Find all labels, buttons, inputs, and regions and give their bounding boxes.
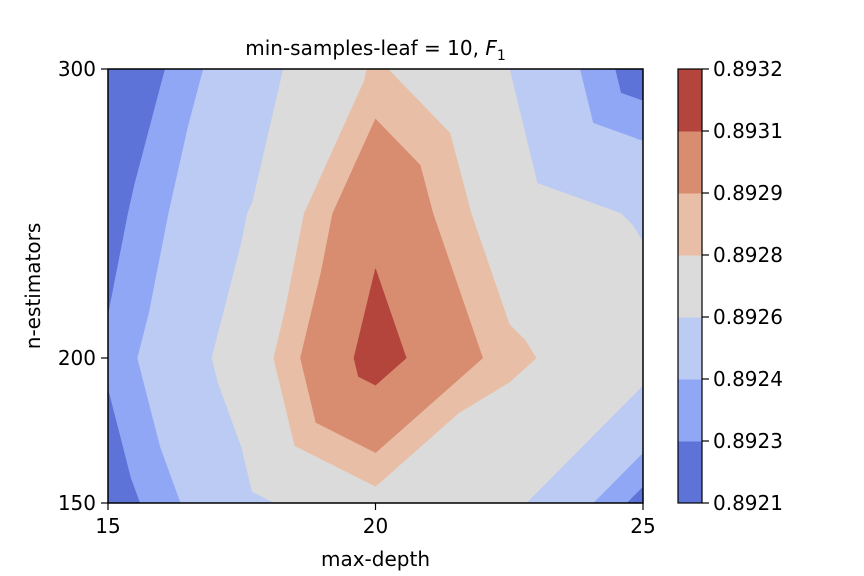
contour-band-6 — [353, 268, 407, 386]
x-axis-label: max-depth — [321, 547, 430, 571]
x-axis: 15 20 25 — [95, 503, 656, 538]
colorbar-tick-label: 0.8932 — [713, 57, 783, 81]
y-axis-label: n-estimators — [21, 223, 45, 349]
colorbar-tick-label: 0.8924 — [713, 367, 783, 391]
colorbar-tick-label: 0.8921 — [713, 491, 783, 515]
colorbar-swatch — [678, 69, 702, 132]
chart-title: min-samples-leaf = 10, F1 — [245, 36, 506, 64]
x-tick-label: 15 — [95, 514, 120, 538]
colorbar-swatch — [678, 441, 702, 504]
y-tick-label: 300 — [58, 57, 96, 81]
colorbar-tick-label: 0.8929 — [713, 181, 783, 205]
colorbar-swatch — [678, 255, 702, 318]
colorbar-swatch — [678, 193, 702, 256]
y-tick-label: 150 — [58, 491, 96, 515]
colorbar-tick-label: 0.8928 — [713, 243, 783, 267]
contour-fill-layer — [108, 69, 643, 503]
x-tick-label: 25 — [630, 514, 655, 538]
colorbar-swatch — [678, 317, 702, 380]
colorbar-frame — [677, 68, 703, 504]
colorbar-tick-label: 0.8926 — [713, 305, 783, 329]
colorbar: 0.8921 0.8923 0.8924 0.8926 0.8928 0.8929 0.89… — [677, 57, 783, 515]
x-tick-label: 20 — [363, 514, 388, 538]
y-axis: 150 200 300 — [58, 57, 108, 515]
colorbar-swatch — [678, 379, 702, 442]
colorbar-tick-label: 0.8931 — [713, 119, 783, 143]
y-tick-label: 200 — [58, 346, 96, 370]
colorbar-swatch — [678, 131, 702, 194]
colorbar-tick-label: 0.8923 — [713, 429, 783, 453]
